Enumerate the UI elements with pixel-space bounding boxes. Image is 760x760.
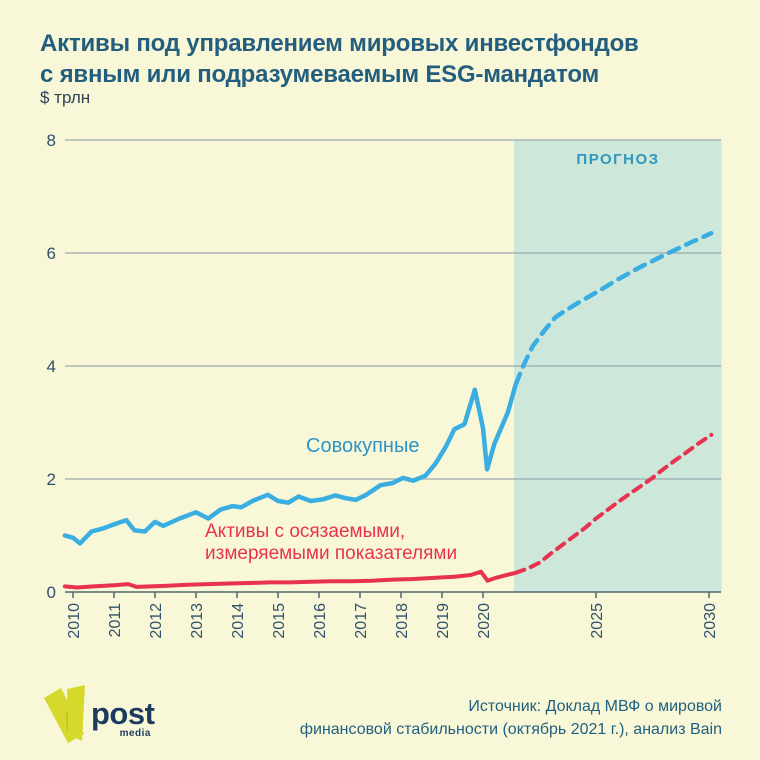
x-axis-label-2013: 2013 xyxy=(189,603,206,639)
series-label-measurable: Активы с осязаемыми, измеряемыми показат… xyxy=(205,521,457,565)
x-axis-label-2010: 2010 xyxy=(66,603,83,639)
y-axis-label-4: 4 xyxy=(47,357,56,376)
series-2-forecast-line xyxy=(513,230,714,387)
logo-text: post xyxy=(91,696,155,731)
series-1-history-line xyxy=(62,569,518,590)
y-axis-label-8: 8 xyxy=(47,131,56,150)
page-title: Активы под управлением мировых инвестфон… xyxy=(40,28,730,90)
x-axis-label-2030: 2030 xyxy=(702,603,719,639)
y-axis-label-0: 0 xyxy=(47,583,56,602)
x-axis-label-2019: 2019 xyxy=(435,603,452,639)
x-axis-label-2012: 2012 xyxy=(148,603,165,639)
series-label-measurable-line1: Активы с осязаемыми, xyxy=(205,521,406,542)
page-title-line1: Активы под управлением мировых инвестфон… xyxy=(40,30,639,57)
logo-v-icon xyxy=(44,685,85,743)
chart-unit-label: $ трлн xyxy=(40,88,91,107)
series-label-measurable-line2: измеряемыми показателями xyxy=(205,543,458,564)
page-title-line2: с явным или подразумеваемым ESG-мандатом xyxy=(40,61,600,88)
source-note-line2: финансовой стабильности (октябрь 2021 г.… xyxy=(299,721,722,738)
x-axis-label-2016: 2016 xyxy=(312,603,329,639)
logo-subtext: media xyxy=(119,728,151,739)
series-label-total: Совокупные xyxy=(306,435,420,457)
source-note: Источник: Доклад МВФ о мировой финансово… xyxy=(282,695,722,741)
x-axis-label-2014: 2014 xyxy=(230,603,247,639)
vpost-media-logo: post media xyxy=(40,684,200,750)
y-axis-label-2: 2 xyxy=(47,470,56,489)
x-axis-label-2015: 2015 xyxy=(271,603,288,639)
logo-v-right-ribbon xyxy=(67,685,85,741)
series-2-history-line xyxy=(62,381,519,546)
source-note-line1: Источник: Доклад МВФ о мировой xyxy=(468,698,722,715)
x-axis-label-2011: 2011 xyxy=(107,603,124,638)
series-1-forecast-line xyxy=(513,432,714,575)
x-axis-label-2020: 2020 xyxy=(476,603,493,639)
x-axis-label-2017: 2017 xyxy=(353,603,370,639)
x-axis-label-2018: 2018 xyxy=(394,603,411,639)
y-axis-label-6: 6 xyxy=(47,244,56,263)
x-axis-label-2025: 2025 xyxy=(589,603,606,639)
forecast-region-label: ПРОГНОЗ xyxy=(576,151,660,168)
